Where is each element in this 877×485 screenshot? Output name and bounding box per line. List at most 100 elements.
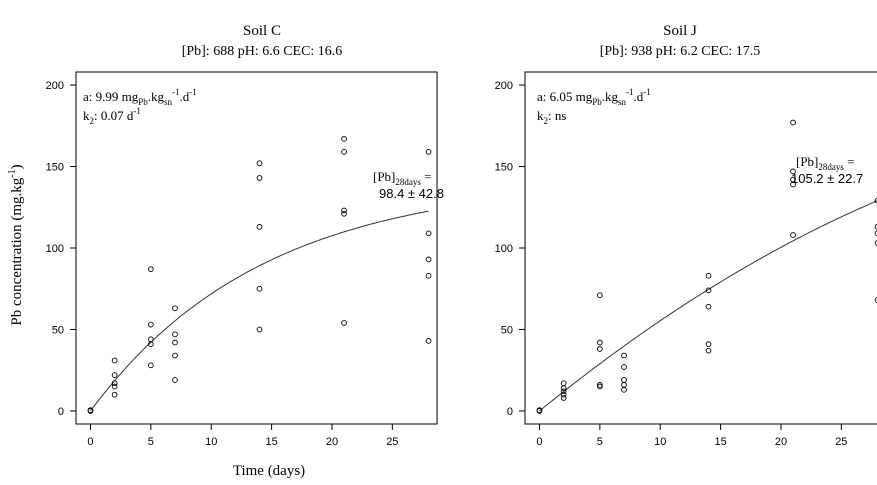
x-tick-label: 0 — [536, 436, 542, 448]
panel-title: Soil J — [663, 23, 697, 39]
x-tick-label: 15 — [265, 436, 277, 448]
data-point — [425, 338, 432, 344]
data-point — [256, 326, 263, 333]
y-ticks: 0 50 100 150 200 — [46, 80, 76, 418]
data-point — [425, 272, 432, 279]
data-point — [705, 347, 712, 354]
data-point — [874, 240, 877, 246]
fit-curve — [539, 200, 877, 412]
data-point — [560, 388, 567, 395]
x-tick-label: 10 — [205, 436, 217, 448]
data-point — [597, 383, 603, 390]
data-point — [87, 407, 94, 413]
y-tick-label: 50 — [501, 324, 513, 336]
data-point — [172, 352, 178, 359]
data-point — [172, 305, 178, 312]
data-point — [597, 339, 603, 346]
annotation-pb28: [Pb]28days = — [373, 169, 431, 187]
data-point — [597, 292, 603, 299]
data-point — [874, 230, 877, 237]
data-point — [111, 357, 118, 364]
y-tick-label: 0 — [58, 406, 64, 418]
x-tick-label: 10 — [654, 436, 666, 448]
data-point — [341, 149, 347, 155]
data-point — [790, 168, 796, 175]
x-tick-label: 5 — [148, 436, 154, 448]
y-tick-label: 100 — [495, 243, 513, 255]
data-point — [621, 382, 627, 388]
data-point — [536, 407, 543, 413]
y-tick-label: 200 — [46, 80, 64, 92]
x-axis-label: Time (days) — [233, 463, 305, 479]
data-point — [705, 341, 712, 347]
annotation-pb28-value: 105.2 ± 22.7 — [791, 171, 863, 186]
data-points — [87, 135, 432, 414]
annotation-k2: k2: 0.07 d-1 — [83, 106, 141, 126]
data-point — [341, 135, 347, 142]
data-point — [148, 362, 154, 369]
data-point — [341, 320, 347, 326]
data-point — [874, 224, 877, 230]
annotation-pb28: [Pb]28days = — [796, 154, 854, 172]
data-point — [111, 380, 118, 387]
data-point — [790, 181, 796, 188]
data-point — [874, 197, 877, 204]
annotation-a: a: 6.05 mgPb.kgsn-1.d-1 — [537, 87, 651, 107]
data-point — [560, 385, 567, 391]
data-point — [621, 386, 627, 393]
data-point — [560, 391, 567, 398]
data-point — [148, 341, 154, 347]
x-tick-label: 0 — [87, 436, 93, 448]
fit-curve — [90, 210, 429, 412]
data-point — [148, 266, 154, 273]
x-tick-label: 20 — [775, 436, 787, 448]
panel-subtitle: [Pb]: 688 pH: 6.6 CEC: 16.6 — [182, 44, 343, 59]
x-tick-label: 25 — [835, 436, 847, 448]
data-point — [341, 210, 347, 217]
y-tick-label: 150 — [46, 162, 64, 174]
annotation-k2: k2: ns — [537, 108, 566, 126]
data-point — [111, 391, 118, 398]
data-point — [560, 380, 567, 387]
data-point — [621, 377, 627, 383]
x-tick-label: 25 — [386, 436, 398, 448]
x-ticks: 0 5 10 15 20 25 — [87, 424, 398, 448]
panel-soil-c: Soil C [Pb]: 688 pH: 6.6 CEC: 16.6 0 5 0 10… — [46, 23, 444, 448]
data-point — [256, 160, 263, 167]
data-point — [425, 230, 432, 237]
data-point — [425, 149, 432, 155]
panel-title: Soil C — [243, 23, 281, 39]
data-point — [172, 339, 178, 346]
data-point — [148, 321, 154, 328]
y-tick-label: 200 — [495, 80, 513, 92]
y-axis-label: Pb concentration (mg.kg-1) — [7, 164, 25, 325]
panel-soil-j: Soil J [Pb]: 938 pH: 6.2 CEC: 17.5 05010… — [495, 23, 877, 448]
annotation-a: a: 9.99 mgPb.kgsn-1.d-1 — [83, 87, 197, 107]
y-tick-label: 0 — [507, 406, 513, 418]
data-point — [790, 232, 796, 238]
annotation-pb28-value: 98.4 ± 42.8 — [379, 186, 444, 201]
data-point — [341, 207, 347, 214]
data-point — [111, 383, 118, 390]
plot-frame — [524, 71, 877, 425]
data-point — [425, 256, 432, 263]
panel-subtitle: [Pb]: 938 pH: 6.2 CEC: 17.5 — [600, 44, 761, 59]
data-point — [705, 287, 712, 294]
data-point — [111, 372, 118, 378]
data-point — [597, 382, 603, 388]
data-point — [256, 175, 263, 181]
data-point — [597, 346, 603, 352]
y-tick-label: 150 — [495, 162, 513, 174]
y-ticks: 0 50 100 150 200 — [495, 80, 525, 418]
data-point — [705, 303, 712, 310]
data-point — [874, 297, 877, 303]
data-point — [172, 377, 178, 383]
data-point — [172, 331, 178, 338]
data-point — [148, 336, 154, 343]
data-points — [536, 119, 877, 414]
data-point — [705, 272, 712, 279]
x-tick-label: 5 — [597, 436, 603, 448]
data-point — [790, 119, 796, 126]
data-point — [256, 223, 263, 230]
plot-frame — [75, 71, 438, 425]
